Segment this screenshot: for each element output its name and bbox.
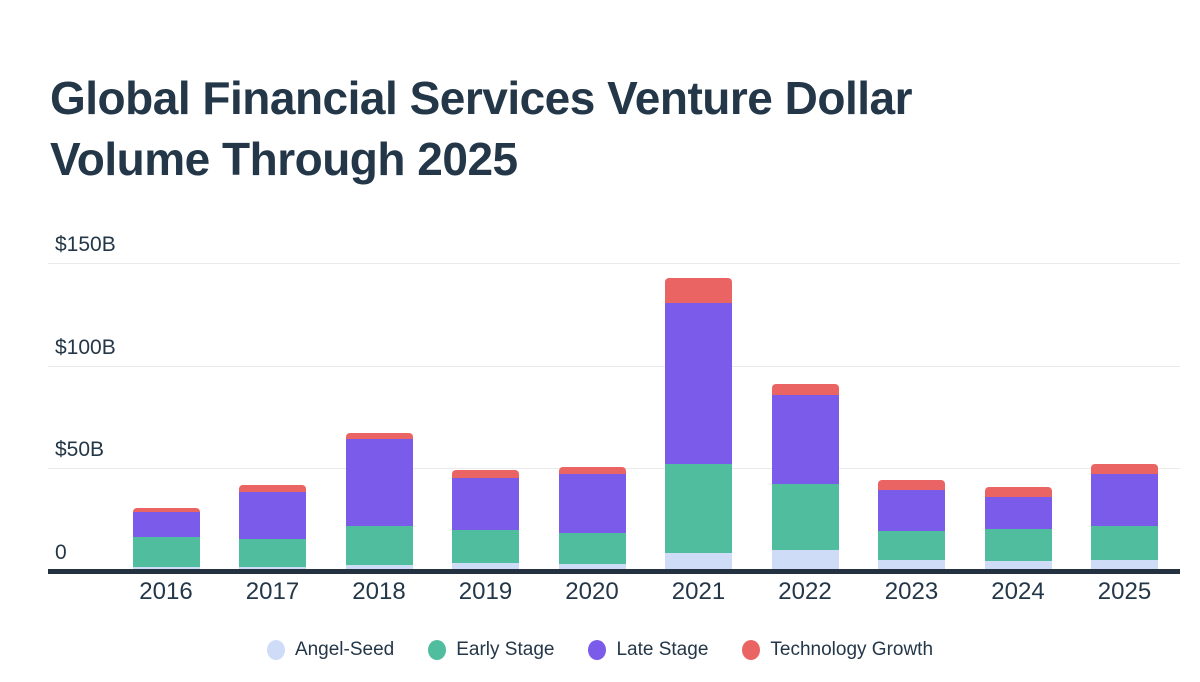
bar-segment-2022-technology-growth[interactable] bbox=[771, 384, 839, 396]
legend-dot-early-stage bbox=[428, 640, 447, 660]
bar-segment-2017-angel-seed[interactable] bbox=[239, 566, 306, 571]
y-axis-label-100b: $100B bbox=[55, 335, 116, 359]
y-axis-label-150b: $150B bbox=[55, 233, 116, 256]
x-axis-label-2019: 2019 bbox=[458, 578, 513, 605]
x-axis-label-2022: 2022 bbox=[778, 578, 832, 605]
x-axis-label-2018: 2018 bbox=[352, 578, 406, 605]
bar-segment-2020-late-stage[interactable] bbox=[558, 474, 626, 533]
bar-segment-2017-technology-growth[interactable] bbox=[239, 484, 306, 492]
bar-segment-2025-technology-growth[interactable] bbox=[1091, 464, 1158, 475]
bar-segment-2021-angel-seed[interactable] bbox=[665, 552, 732, 571]
legend-label-late-stage: Late Stage bbox=[616, 639, 709, 660]
bar-segment-2018-technology-growth[interactable] bbox=[345, 433, 413, 439]
bar-segment-2024-early-stage[interactable] bbox=[984, 528, 1052, 561]
gridline-100b bbox=[48, 365, 1180, 367]
legend: Angel-Seed Early Stage Late Stage Technolog… bbox=[0, 634, 1200, 666]
bar-segment-2024-late-stage[interactable] bbox=[984, 497, 1052, 529]
bar-segment-2021-early-stage[interactable] bbox=[665, 464, 732, 553]
bar-segment-2020-technology-growth[interactable] bbox=[558, 467, 626, 475]
bar-segment-2023-late-stage[interactable] bbox=[878, 489, 945, 531]
bar-segment-2024-technology-growth[interactable] bbox=[984, 486, 1052, 498]
bar-segment-2020-angel-seed[interactable] bbox=[558, 563, 626, 571]
x-axis-label-2016: 2016 bbox=[139, 578, 193, 605]
bar-segment-2019-late-stage[interactable] bbox=[452, 477, 519, 530]
bar-segment-2023-technology-growth[interactable] bbox=[878, 479, 945, 490]
bar-segment-2016-technology-growth[interactable] bbox=[132, 508, 200, 513]
legend-label-technology-growth: Technology Growth bbox=[770, 639, 934, 660]
legend-item-early-stage[interactable]: Early Stage bbox=[428, 639, 554, 661]
bar-segment-2016-early-stage[interactable] bbox=[132, 537, 200, 567]
legend-item-technology-growth[interactable]: Technology Growth bbox=[742, 639, 933, 661]
bar-segment-2018-early-stage[interactable] bbox=[345, 525, 413, 565]
legend-dot-late-stage bbox=[588, 640, 607, 660]
bar-segment-2021-technology-growth[interactable] bbox=[665, 278, 732, 304]
legend-dot-technology-growth bbox=[742, 640, 761, 660]
bar-segment-2025-angel-seed[interactable] bbox=[1091, 559, 1158, 571]
x-axis-label-2025: 2025 bbox=[1097, 578, 1152, 605]
bar-segment-2024-angel-seed[interactable] bbox=[984, 560, 1052, 571]
bar-segment-2016-late-stage[interactable] bbox=[132, 512, 200, 538]
chart-title-line2: Volume Through 2025 bbox=[50, 132, 518, 185]
bar-segment-2017-late-stage[interactable] bbox=[239, 491, 306, 540]
bar-segment-2022-late-stage[interactable] bbox=[771, 395, 839, 484]
chart-title-line1: Global Financial Services Venture Dollar bbox=[50, 72, 913, 124]
bar-segment-2016-angel-seed[interactable] bbox=[132, 566, 200, 571]
bar-segment-2023-angel-seed[interactable] bbox=[878, 559, 945, 571]
bar-segment-2025-early-stage[interactable] bbox=[1091, 525, 1158, 560]
y-axis-label-0: 0 bbox=[55, 541, 67, 564]
x-axis-label-2021: 2021 bbox=[671, 578, 726, 605]
legend-label-early-stage: Early Stage bbox=[456, 639, 555, 660]
bar-segment-2018-late-stage[interactable] bbox=[345, 438, 413, 526]
x-axis-label-2024: 2024 bbox=[991, 578, 1045, 605]
bar-segment-2019-technology-growth[interactable] bbox=[452, 470, 519, 478]
bar-segment-2022-early-stage[interactable] bbox=[771, 483, 839, 551]
legend-item-late-stage[interactable]: Late Stage bbox=[588, 639, 708, 661]
x-axis-label-2020: 2020 bbox=[565, 578, 619, 605]
x-axis-label-2017: 2017 bbox=[245, 578, 300, 605]
legend-label-angel-seed: Angel-Seed bbox=[294, 639, 395, 660]
bar-segment-2020-early-stage[interactable] bbox=[558, 533, 626, 564]
gridline-150b bbox=[48, 263, 1180, 264]
chart-title: Global Financial Services Venture Dollar… bbox=[50, 68, 1160, 189]
y-axis-label-50b: $50B bbox=[55, 438, 105, 462]
bar-segment-2019-angel-seed[interactable] bbox=[452, 562, 519, 571]
legend-dot-angel-seed bbox=[266, 640, 285, 660]
bar-segment-2018-angel-seed[interactable] bbox=[345, 564, 413, 571]
bar-segment-2019-early-stage[interactable] bbox=[452, 529, 519, 563]
bar-segment-2022-angel-seed[interactable] bbox=[771, 550, 839, 571]
bar-segment-2021-late-stage[interactable] bbox=[665, 303, 732, 465]
x-axis-line bbox=[48, 569, 1180, 574]
bar-segment-2017-early-stage[interactable] bbox=[239, 539, 306, 567]
bar-segment-2023-early-stage[interactable] bbox=[878, 530, 945, 560]
bar-segment-2025-late-stage[interactable] bbox=[1091, 474, 1158, 526]
legend-item-angel-seed[interactable]: Angel-Seed bbox=[266, 639, 395, 661]
x-axis-label-2023: 2023 bbox=[884, 578, 939, 605]
